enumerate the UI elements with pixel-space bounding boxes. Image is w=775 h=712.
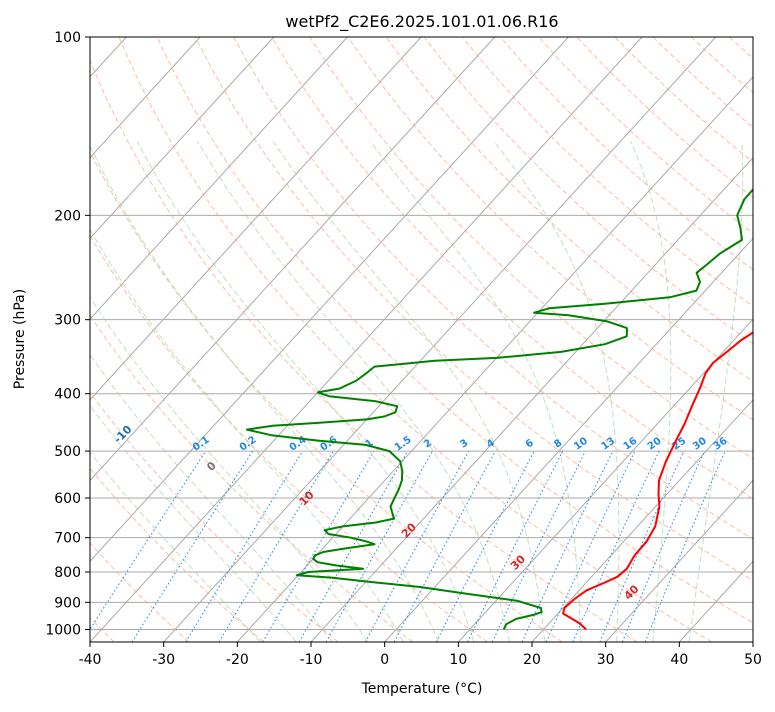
dry-adiabat-line	[118, 37, 712, 642]
mixing-ratio-line	[644, 450, 726, 642]
moist-adiabat-line	[369, 140, 582, 642]
x-tick-label: 0	[380, 652, 389, 668]
mixing-ratio-line	[131, 450, 254, 642]
chart-title: wetPf2_C2E6.2025.101.01.06.R16	[285, 12, 558, 32]
moist-adiabat-line	[136, 141, 475, 642]
mixing-ratio-line	[621, 450, 705, 642]
isotherm-line	[90, 37, 422, 401]
isotherm-line	[163, 37, 717, 642]
x-tick-label: -10	[300, 652, 323, 668]
y-tick-label: 900	[54, 595, 81, 611]
mixing-ratio-line	[185, 450, 304, 642]
x-tick-label: 40	[670, 652, 688, 668]
axis-ticks: -40 -30 -20 -10 0 10 20 30 40 50 100 200 300 400 500 60…	[45, 30, 762, 668]
x-tick-label: -40	[79, 652, 102, 668]
y-tick-label: 700	[54, 531, 81, 547]
mixing-ratio-line	[599, 450, 685, 642]
mixing-ratio-line	[393, 450, 496, 642]
mixing-ratio-line	[364, 450, 470, 642]
moist-adiabat-line	[90, 228, 404, 642]
isotherm-line	[90, 37, 496, 482]
isotherm-line	[236, 76, 753, 642]
isotherm-line	[90, 37, 348, 320]
dry-adiabat-line	[90, 314, 414, 642]
isotherm-line	[90, 37, 643, 642]
dry-adiabat-line	[90, 150, 563, 642]
plot-frame	[89, 36, 754, 643]
mixing-ratio-line	[325, 450, 433, 642]
mixing-ratio-line	[90, 450, 207, 631]
y-tick-label: 800	[54, 565, 81, 581]
mixing-ratio-line	[572, 450, 660, 642]
moist-adiabat-line	[90, 353, 333, 642]
y-tick-label: 100	[54, 30, 81, 46]
moist-adiabat-line	[688, 141, 744, 642]
x-tick-label: -30	[152, 652, 175, 668]
x-tick-label: 20	[523, 652, 541, 668]
isotherm-line	[90, 37, 569, 563]
isotherm-line	[457, 318, 753, 642]
y-tick-label: 300	[54, 313, 81, 329]
isotherm-line	[384, 237, 753, 642]
x-tick-label: -20	[226, 652, 249, 668]
temperature-profile	[562, 331, 753, 631]
moist-adiabat-line	[90, 296, 369, 642]
x-axis-label: Temperature (°C)	[361, 681, 483, 697]
y-tick-label: 500	[54, 444, 81, 460]
isotherm-line	[90, 37, 275, 240]
x-tick-label: 10	[449, 652, 467, 668]
dry-adiabat-line	[385, 37, 753, 383]
dry-adiabat-line	[271, 37, 753, 500]
moist-adiabat-line	[630, 141, 672, 642]
y-tick-label: 600	[54, 491, 81, 507]
dry-adiabat-line	[309, 37, 753, 460]
dry-adiabat-line	[194, 37, 753, 582]
mixing-ratio-line	[467, 450, 564, 642]
isotherm-line	[90, 37, 201, 159]
isotherm-line	[531, 399, 753, 642]
x-tick-label: 50	[744, 652, 762, 668]
moist-adiabat-line	[272, 141, 546, 642]
moist-adiabat-line	[90, 404, 297, 642]
y-tick-label: 200	[54, 208, 81, 224]
dry-adiabat-line	[156, 37, 753, 624]
y-tick-label: 1000	[45, 622, 81, 638]
dry-adiabat-line	[232, 37, 753, 540]
dry-adiabat-line	[423, 37, 753, 345]
dewpoint-profile	[245, 187, 753, 630]
moist-adiabat-line	[196, 141, 510, 642]
isotherm-line	[605, 479, 753, 642]
y-tick-label: 400	[54, 387, 81, 403]
x-tick-label: 30	[597, 652, 615, 668]
dry-adiabat-line	[90, 59, 638, 642]
profile-series	[245, 187, 753, 631]
y-axis-label: Pressure (hPa)	[12, 289, 28, 389]
background-lines	[90, 37, 753, 642]
